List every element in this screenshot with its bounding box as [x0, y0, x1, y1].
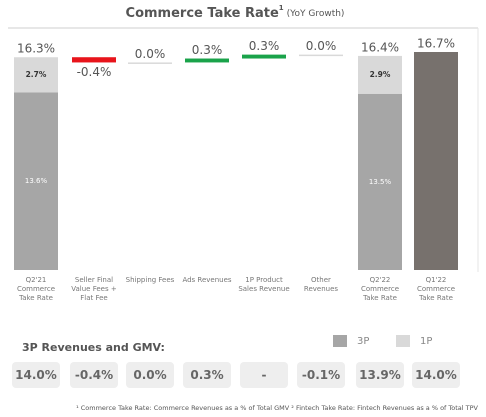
change-bar	[185, 58, 229, 63]
chart-subtitle: (YoY Growth)	[287, 9, 345, 19]
gmv-value: 13.9%	[356, 362, 404, 388]
segment-label: 2.9%	[370, 70, 391, 79]
gmv-value: -0.1%	[297, 362, 345, 388]
value-label: 0.3%	[192, 43, 223, 57]
change-bar	[72, 57, 116, 63]
legend-label: 1P	[420, 336, 432, 347]
bar	[414, 52, 458, 270]
x-tick-label: Other Revenues	[303, 276, 339, 293]
x-tick-label: Ads Revenues	[182, 276, 232, 284]
value-label: 16.4%	[361, 40, 399, 54]
gmv-value: 0.0%	[126, 362, 174, 388]
x-tick-label: 1P Product Sales Revenue	[238, 276, 290, 293]
legend-swatch	[396, 335, 410, 347]
segment-label: 2.7%	[26, 70, 47, 79]
change-bar	[242, 54, 286, 59]
legend-swatch	[333, 335, 347, 347]
x-tick-label: Q1'22 Commerce Take Rate	[417, 276, 455, 302]
stack-segment	[358, 93, 402, 270]
chart-title-group: Commerce Take Rate1(YoY Growth)	[126, 4, 345, 21]
chart-title: Commerce Take Rate	[126, 6, 279, 21]
change-bar	[299, 54, 343, 57]
segment-label: 13.5%	[369, 178, 392, 186]
value-label: 16.3%	[17, 42, 55, 56]
title-superscript: 1	[279, 4, 284, 12]
stack-segment	[358, 55, 402, 94]
stack-segment	[14, 92, 58, 270]
legend-label: 3P	[357, 336, 369, 347]
x-tick-label: Shipping Fees	[125, 276, 175, 284]
footnote: ¹ Commerce Take Rate: Commerce Revenues …	[76, 404, 478, 412]
gmv-value: 14.0%	[412, 362, 460, 388]
segment-label: 13.6%	[25, 177, 48, 185]
gmv-value: -	[240, 362, 288, 388]
x-tick-label: Seller Final Value Fees + Flat Fee	[71, 276, 117, 302]
value-label: 0.0%	[306, 39, 337, 53]
value-label: -0.4%	[77, 65, 112, 79]
gmv-value: -0.4%	[70, 362, 118, 388]
value-label: 16.7%	[417, 37, 455, 51]
change-bar	[128, 62, 172, 64]
gmv-value: 14.0%	[12, 362, 60, 388]
value-label: 0.0%	[135, 47, 166, 61]
value-label: 0.3%	[249, 39, 280, 53]
gmv-title: 3P Revenues and GMV:	[22, 341, 165, 354]
x-tick-label: Q2'22 Commerce Take Rate	[361, 276, 399, 302]
gmv-value: 0.3%	[183, 362, 231, 388]
stack-segment	[14, 57, 58, 93]
x-tick-label: Q2'21 Commerce Take Rate	[17, 276, 55, 302]
